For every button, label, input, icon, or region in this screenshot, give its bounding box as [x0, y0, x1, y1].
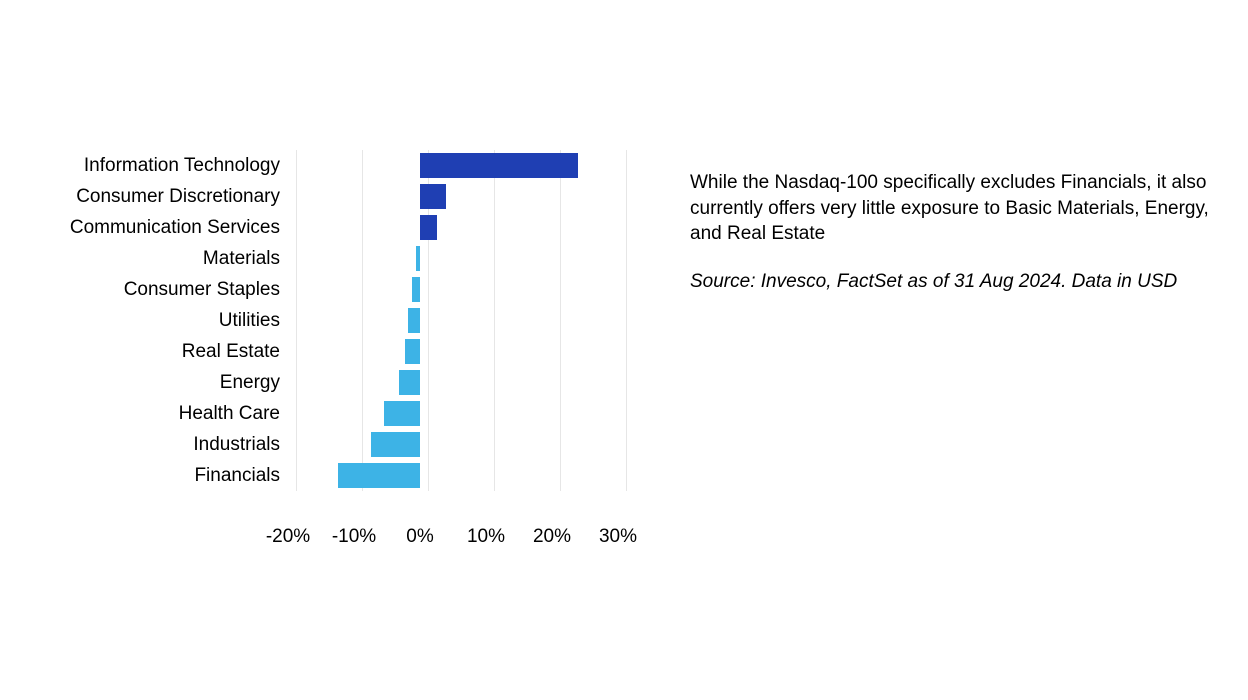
bar: [408, 308, 420, 333]
category-label: Real Estate: [20, 341, 288, 363]
bar-plot-cell: [288, 150, 618, 181]
category-label: Industrials: [20, 434, 288, 456]
category-label: Consumer Discretionary: [20, 186, 288, 208]
bar: [420, 184, 446, 209]
x-tick-label: 10%: [467, 526, 505, 548]
chart-row: Health Care: [20, 398, 630, 429]
chart-row: Industrials: [20, 429, 630, 460]
bar: [416, 246, 420, 271]
x-tick-label: 0%: [406, 526, 433, 548]
category-label: Financials: [20, 465, 288, 487]
bar: [412, 277, 420, 302]
category-label: Consumer Staples: [20, 279, 288, 301]
chart-source: Source: Invesco, FactSet as of 31 Aug 20…: [690, 269, 1210, 295]
bar: [420, 215, 437, 240]
bar-plot-cell: [288, 243, 618, 274]
bar-plot-cell: [288, 181, 618, 212]
axis-spacer: [20, 526, 288, 552]
bar-plot-cell: [288, 274, 618, 305]
category-label: Utilities: [20, 310, 288, 332]
bar: [384, 401, 420, 426]
bar: [399, 370, 420, 395]
chart-area: Information Technology Consumer Discretio…: [20, 150, 630, 552]
bar-plot-cell: [288, 305, 618, 336]
chart-row: Energy: [20, 367, 630, 398]
bar-plot-cell: [288, 429, 618, 460]
axis-plot: -20%-10%0%10%20%30%: [288, 526, 618, 552]
chart-row: Materials: [20, 243, 630, 274]
chart-row: Information Technology: [20, 150, 630, 181]
bar-plot-cell: [288, 398, 618, 429]
chart-row: Utilities: [20, 305, 630, 336]
chart-row: Real Estate: [20, 336, 630, 367]
bar: [371, 432, 421, 457]
category-label: Materials: [20, 248, 288, 270]
bar-plot-cell: [288, 460, 618, 491]
category-label: Communication Services: [20, 217, 288, 239]
category-label: Information Technology: [20, 155, 288, 177]
bar: [338, 463, 421, 488]
x-tick-label: 30%: [599, 526, 637, 548]
chart-row: Consumer Staples: [20, 274, 630, 305]
x-axis: -20%-10%0%10%20%30%: [20, 526, 630, 552]
bar: [420, 153, 578, 178]
bar-chart: Information Technology Consumer Discretio…: [20, 150, 630, 520]
text-panel: While the Nasdaq-100 specifically exclud…: [690, 150, 1210, 552]
chart-row: Financials: [20, 460, 630, 491]
bar-plot-cell: [288, 212, 618, 243]
chart-row: Communication Services: [20, 212, 630, 243]
chart-description: While the Nasdaq-100 specifically exclud…: [690, 170, 1210, 247]
bar: [405, 339, 420, 364]
x-tick-label: -20%: [266, 526, 310, 548]
category-label: Health Care: [20, 403, 288, 425]
chart-row: Consumer Discretionary: [20, 181, 630, 212]
category-label: Energy: [20, 372, 288, 394]
x-tick-label: -10%: [332, 526, 376, 548]
bar-plot-cell: [288, 367, 618, 398]
x-tick-label: 20%: [533, 526, 571, 548]
bar-plot-cell: [288, 336, 618, 367]
main-container: Information Technology Consumer Discretio…: [20, 150, 1220, 552]
